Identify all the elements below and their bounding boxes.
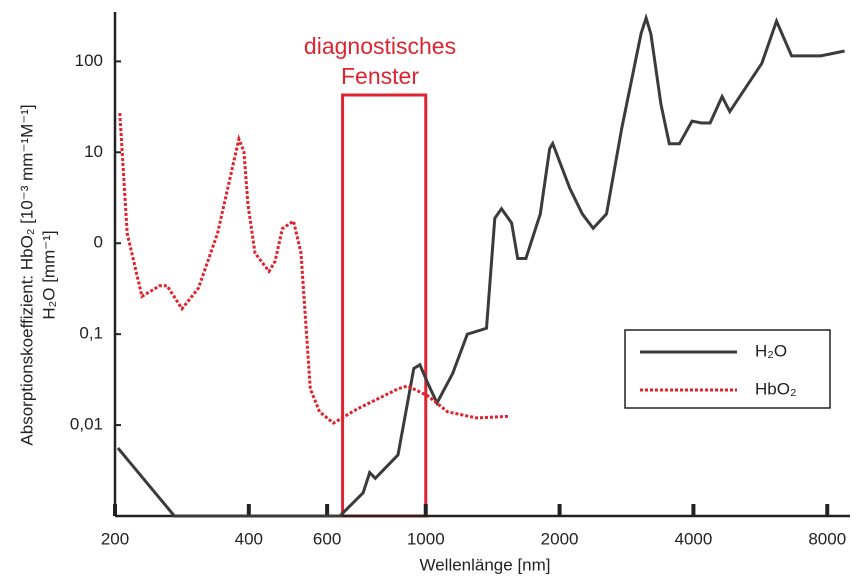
y-tick-label: 0,01 [70, 415, 103, 434]
y-tick-label: 100 [75, 51, 103, 70]
y-tick-label: 10 [84, 142, 103, 161]
y-tick-label: 0,1 [79, 324, 103, 343]
x-tick-label: 2000 [541, 529, 579, 548]
x-tick-label: 600 [313, 529, 341, 548]
legend-label: H₂O [755, 341, 787, 360]
x-tick-label: 200 [101, 529, 129, 548]
series-line [118, 113, 510, 425]
annotation: diagnostisches [304, 33, 456, 59]
x-tick-label: 4000 [675, 529, 713, 548]
legend-box [624, 329, 831, 409]
diagnostic-window [341, 93, 428, 518]
annotation: Fenster [341, 63, 419, 89]
series-line [116, 12, 845, 518]
y-axis-label: H₂O [mm⁻¹] [39, 230, 58, 319]
y-axis-label: Absorptionskoeffizient: HbO₂ [10⁻³ mm⁻¹M… [17, 104, 36, 445]
x-tick-label: 400 [235, 529, 263, 548]
x-tick-label: 8000 [808, 529, 846, 548]
x-tick-label: 1000 [407, 529, 445, 548]
y-tick-label: 0 [94, 233, 103, 252]
legend-label: HbO₂ [755, 379, 797, 398]
x-axis-label: Wellenlänge [nm] [419, 555, 550, 574]
